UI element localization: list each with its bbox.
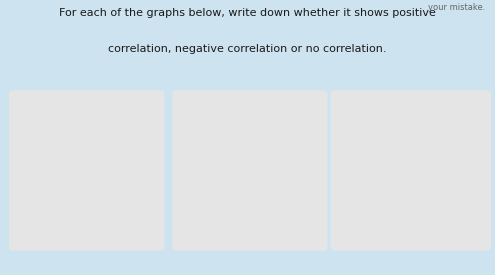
Text: 0: 0 bbox=[376, 225, 382, 235]
Text: Graph A: Graph A bbox=[60, 96, 113, 109]
Text: Graph B: Graph B bbox=[223, 96, 277, 109]
Text: Graph C: Graph C bbox=[384, 96, 438, 109]
Text: 0: 0 bbox=[54, 225, 60, 235]
Text: For each of the graphs below, write down whether it shows positive: For each of the graphs below, write down… bbox=[59, 8, 436, 18]
Text: your mistake.: your mistake. bbox=[428, 3, 485, 12]
Text: correlation, negative correlation or no correlation.: correlation, negative correlation or no … bbox=[108, 44, 387, 54]
Text: 0: 0 bbox=[218, 225, 224, 235]
